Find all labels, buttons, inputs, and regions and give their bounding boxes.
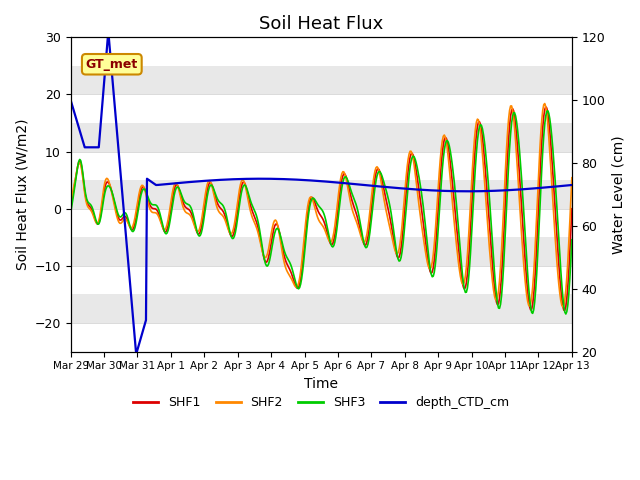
Bar bbox=[70, 209, 572, 237]
Text: GT_met: GT_met bbox=[86, 58, 138, 71]
Bar bbox=[70, 152, 572, 180]
Title: Soil Heat Flux: Soil Heat Flux bbox=[259, 15, 383, 33]
X-axis label: Time: Time bbox=[304, 377, 339, 391]
Legend: SHF1, SHF2, SHF3, depth_CTD_cm: SHF1, SHF2, SHF3, depth_CTD_cm bbox=[128, 391, 515, 414]
Bar bbox=[70, 95, 572, 123]
Y-axis label: Soil Heat Flux (W/m2): Soil Heat Flux (W/m2) bbox=[15, 119, 29, 270]
Bar bbox=[70, 266, 572, 294]
Bar bbox=[70, 323, 572, 351]
Bar bbox=[70, 37, 572, 66]
Y-axis label: Water Level (cm): Water Level (cm) bbox=[611, 135, 625, 254]
